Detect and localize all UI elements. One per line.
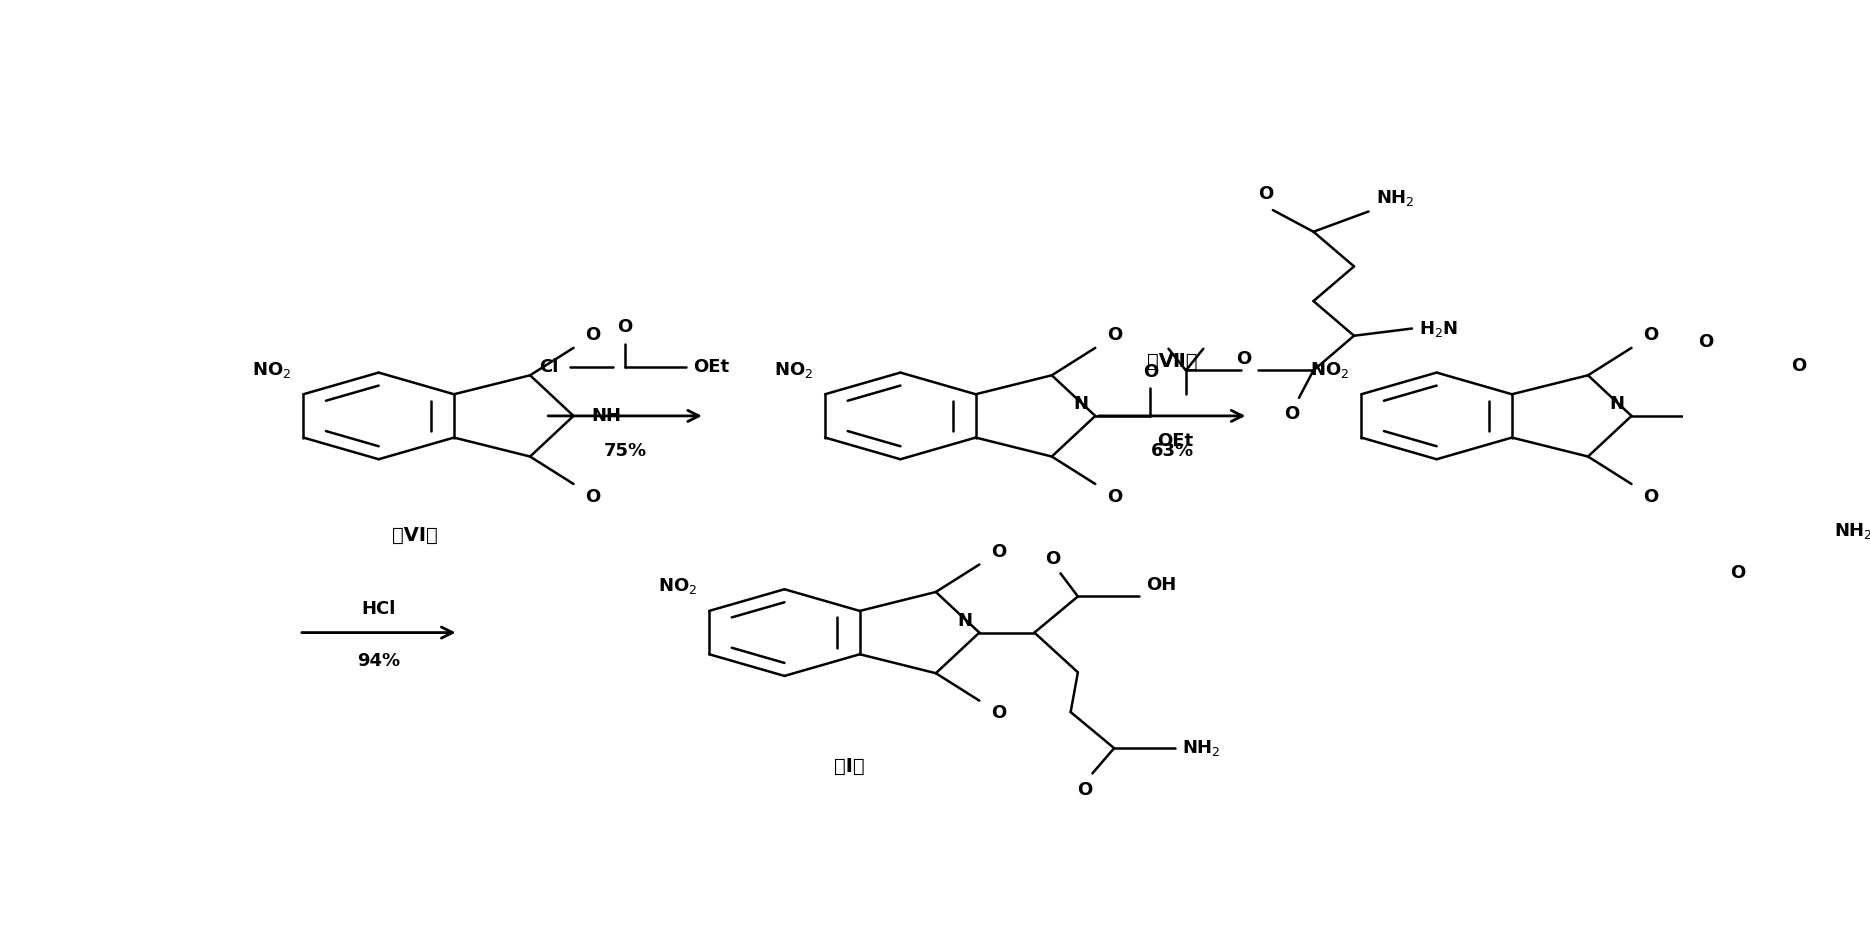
Text: O: O xyxy=(1045,550,1060,567)
Text: 75%: 75% xyxy=(604,442,647,460)
Text: O: O xyxy=(991,543,1006,561)
Text: O: O xyxy=(1107,326,1122,344)
Text: NH$_2$: NH$_2$ xyxy=(1376,188,1414,208)
Text: HCl: HCl xyxy=(361,600,396,618)
Text: O: O xyxy=(1143,363,1158,381)
Text: （Ⅶ）: （Ⅶ） xyxy=(1146,353,1197,371)
Text: NO$_2$: NO$_2$ xyxy=(1311,360,1350,380)
Text: O: O xyxy=(585,488,600,506)
Text: OH: OH xyxy=(1146,576,1176,594)
Text: O: O xyxy=(1259,185,1273,203)
Text: NH$_2$: NH$_2$ xyxy=(1182,738,1221,758)
Text: H$_2$N: H$_2$N xyxy=(1419,319,1459,339)
Text: O: O xyxy=(617,319,632,337)
Text: NH: NH xyxy=(591,407,621,425)
Text: O: O xyxy=(1107,488,1122,506)
Text: （VI）: （VI） xyxy=(393,525,438,545)
Text: N: N xyxy=(957,612,972,629)
Text: N: N xyxy=(1610,395,1625,413)
Text: 94%: 94% xyxy=(357,653,400,671)
Text: O: O xyxy=(991,704,1006,722)
Text: O: O xyxy=(585,326,600,344)
Text: O: O xyxy=(1236,350,1251,368)
Text: N: N xyxy=(1073,395,1088,413)
Text: 63%: 63% xyxy=(1150,442,1193,460)
Text: NO$_2$: NO$_2$ xyxy=(252,360,292,380)
Text: O: O xyxy=(1285,405,1300,423)
Text: OEt: OEt xyxy=(694,357,729,376)
Text: NO$_2$: NO$_2$ xyxy=(774,360,813,380)
Text: O: O xyxy=(1644,326,1659,344)
Text: NH$_2$: NH$_2$ xyxy=(1834,522,1870,541)
Text: O: O xyxy=(1644,488,1659,506)
Text: O: O xyxy=(1791,357,1806,375)
Text: OEt: OEt xyxy=(1158,431,1193,450)
Text: O: O xyxy=(1730,564,1745,582)
Text: Cl: Cl xyxy=(539,357,559,376)
Text: O: O xyxy=(1698,333,1713,351)
Text: O: O xyxy=(1077,780,1092,798)
Text: NO$_2$: NO$_2$ xyxy=(658,577,698,597)
Text: （Ⅰ）: （Ⅰ） xyxy=(834,757,866,776)
